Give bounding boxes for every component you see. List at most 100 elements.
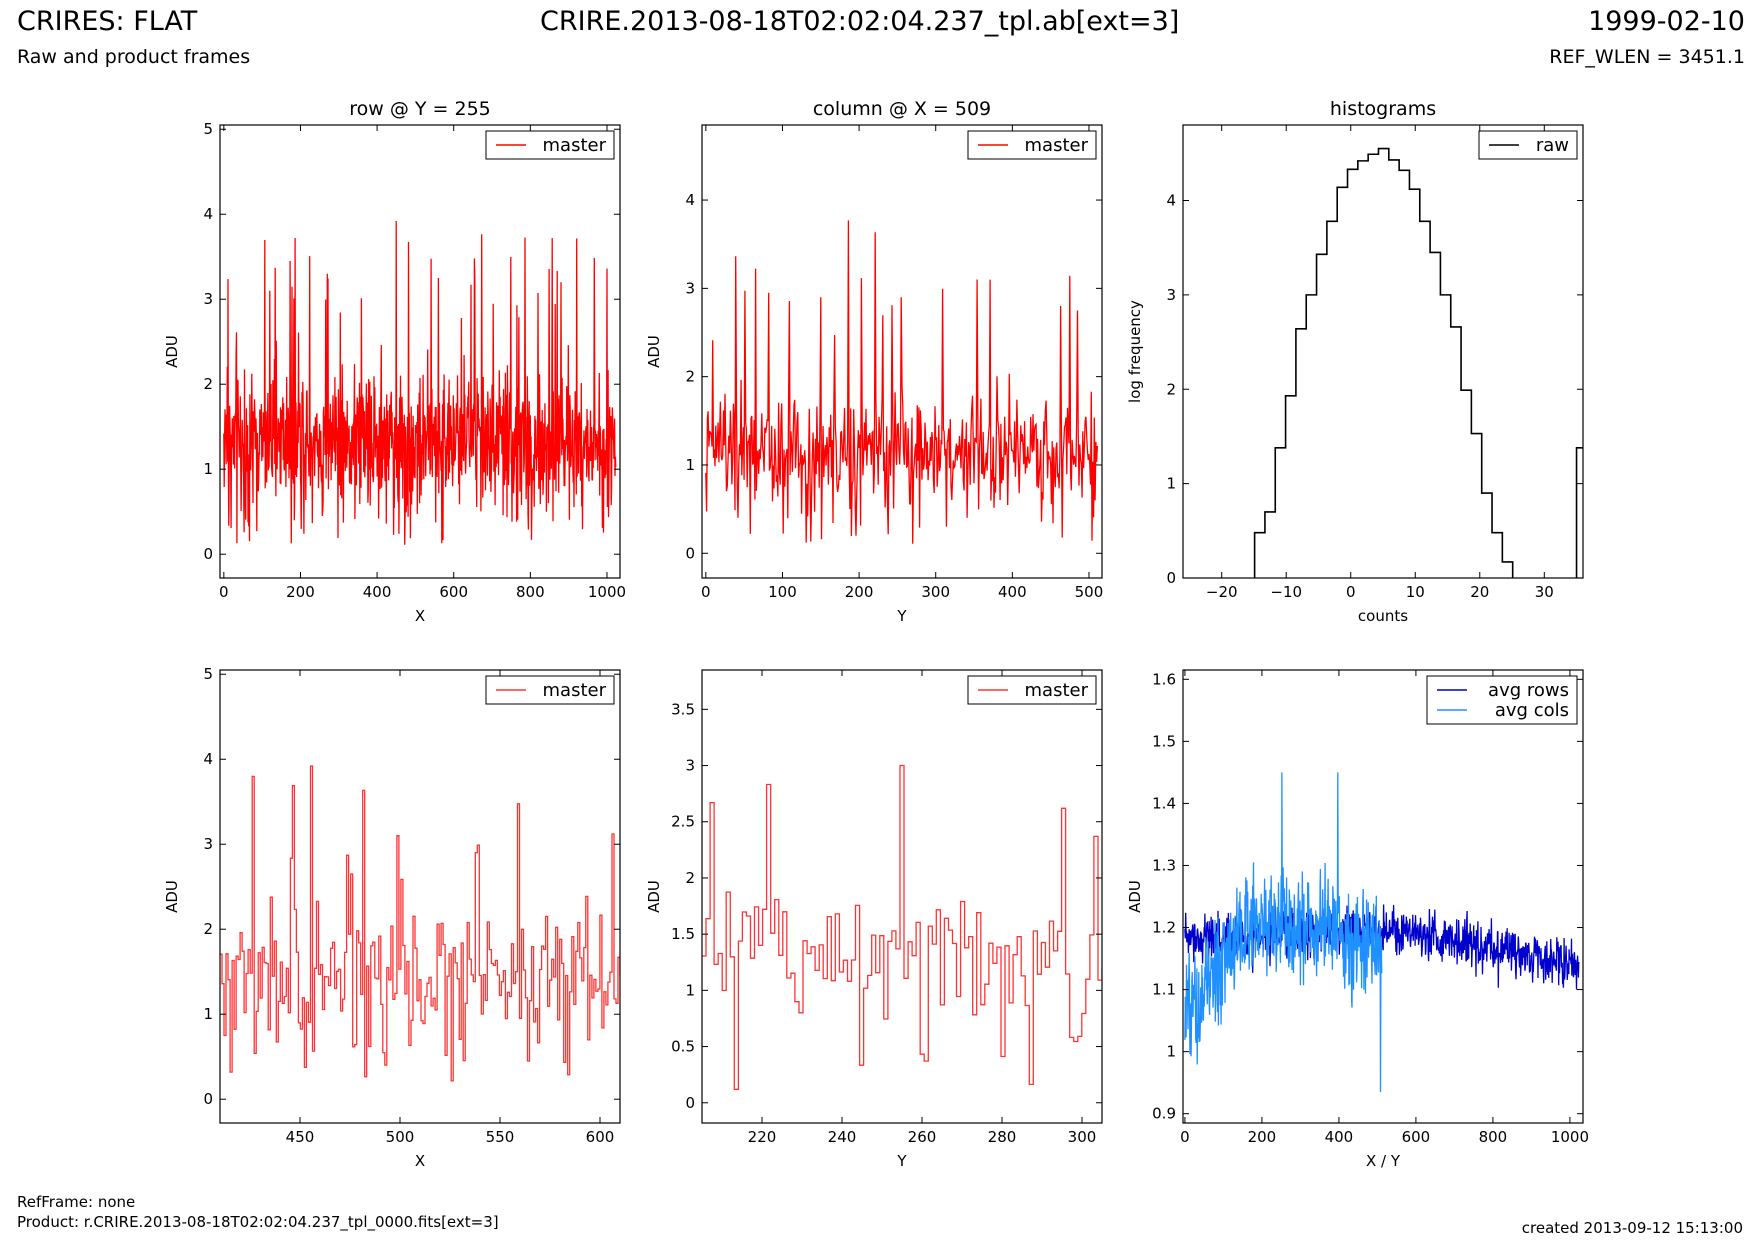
series-line-1: [223, 220, 617, 545]
y-tick-label: 1.2: [1152, 919, 1176, 937]
plot-frame: [219, 669, 621, 1124]
y-tick-label: 1.1: [1152, 981, 1176, 999]
observation-date: 1999-02-10: [1588, 6, 1745, 37]
x-axis-label: X: [415, 607, 425, 625]
x-tick-label: 260: [908, 1128, 937, 1146]
x-tick-label: 240: [828, 1128, 857, 1146]
y-tick-label: 1.5: [671, 925, 695, 943]
chart-title: histograms: [1330, 98, 1436, 120]
y-tick-label: 2: [203, 375, 213, 393]
x-tick-label: 300: [1068, 1128, 1097, 1146]
y-axis-label: ADU: [163, 880, 181, 913]
y-tick-label: 2.5: [671, 813, 695, 831]
legend-label: raw: [1536, 135, 1569, 156]
y-tick-label: 2: [685, 869, 695, 887]
x-tick-label: 600: [439, 583, 468, 601]
y-tick-label: 0.5: [671, 1038, 695, 1056]
x-tick-label: 600: [1402, 1128, 1431, 1146]
series-line-1: [705, 220, 1099, 544]
y-tick-label: 4: [1166, 192, 1176, 210]
x-tick-label: 10: [1406, 583, 1425, 601]
created-timestamp: created 2013-09-12 15:13:00: [1521, 1219, 1743, 1237]
report-subtitle: Raw and product frames: [17, 46, 251, 68]
x-tick-label: 1000: [588, 583, 626, 601]
y-tick-label: 3: [685, 757, 695, 775]
legend-label: master: [1025, 135, 1089, 156]
x-tick-label: 600: [586, 1128, 615, 1146]
legend-label: avg rows: [1488, 680, 1569, 701]
legend: master: [485, 130, 615, 160]
x-tick-label: 0: [1346, 583, 1356, 601]
x-tick-label: 450: [286, 1128, 315, 1146]
chart-panel-3: −20 −10 0 10 20 30 0 1 2 3 4 histograms counts log fr…: [1126, 98, 1584, 625]
y-axis-label: ADU: [645, 335, 663, 368]
y-tick-label: 2: [203, 920, 213, 938]
plot-frame: [701, 669, 1103, 1124]
chart-panel-1: 0 200 400 600 800 1000 0 1 2 3 4 5 row @ Y = 255 X ADU…: [163, 98, 626, 625]
legend: master: [485, 675, 615, 705]
x-tick-label: 0: [1180, 1128, 1190, 1146]
chart-panel-6: 0 200 400 600 800 1000 0.9 1 1.1 1.2 1.3 1.4 1.5 1.6 X…: [1126, 669, 1589, 1170]
chart-panel-4: 450 500 550 600 0 1 2 3 4 5 X ADU master: [163, 665, 621, 1170]
refframe-label: RefFrame: none: [17, 1193, 136, 1211]
x-tick-label: −20: [1206, 583, 1238, 601]
y-tick-label: 3: [1166, 286, 1176, 304]
y-tick-label: 0: [685, 544, 695, 562]
y-tick-label: 3: [685, 279, 695, 297]
y-tick-label: 1: [1166, 1043, 1176, 1061]
y-tick-label: 2: [685, 368, 695, 386]
x-tick-label: 400: [363, 583, 392, 601]
y-tick-label: 0: [1166, 569, 1176, 587]
legend: master: [967, 130, 1097, 160]
legend-label: master: [1025, 680, 1089, 701]
x-tick-label: 500: [1075, 583, 1104, 601]
x-tick-label: 0: [219, 583, 229, 601]
y-tick-label: 1: [203, 460, 213, 478]
x-tick-label: 200: [1248, 1128, 1277, 1146]
y-axis-label: ADU: [1126, 880, 1144, 913]
y-tick-label: 0.9: [1152, 1105, 1176, 1123]
x-tick-label: 200: [286, 583, 315, 601]
product-label: Product: r.CRIRE.2013-08-18T02:02:04.237…: [17, 1213, 499, 1231]
ref-wavelength: REF_WLEN = 3451.1: [1549, 46, 1745, 68]
y-tick-label: 0: [203, 1090, 213, 1108]
y-tick-label: 0: [203, 545, 213, 563]
chart-title: column @ X = 509: [813, 98, 991, 120]
y-tick-label: 1: [685, 456, 695, 474]
y-tick-label: 3: [203, 290, 213, 308]
y-tick-label: 3: [203, 835, 213, 853]
plot-frame: [1182, 669, 1584, 1124]
x-tick-label: 30: [1535, 583, 1554, 601]
y-tick-label: 5: [203, 120, 213, 138]
y-tick-label: 1: [1166, 475, 1176, 493]
x-tick-label: 800: [1479, 1128, 1508, 1146]
x-tick-label: 200: [845, 583, 874, 601]
x-tick-label: 100: [768, 583, 797, 601]
x-tick-label: 400: [1325, 1128, 1354, 1146]
legend: raw: [1478, 130, 1578, 160]
y-tick-label: 1.3: [1152, 856, 1176, 874]
y-tick-label: 1: [203, 1005, 213, 1023]
x-tick-label: 280: [988, 1128, 1017, 1146]
y-tick-label: 4: [203, 205, 213, 223]
y-tick-label: 4: [685, 191, 695, 209]
x-axis-label: Y: [896, 1152, 907, 1170]
plot-frame: [1182, 124, 1584, 579]
chart-title: row @ Y = 255: [349, 98, 491, 120]
x-tick-label: 550: [486, 1128, 515, 1146]
chart-panel-5: 220 240 260 280 300 0 0.5 1 1.5 2 2.5 3 3.5 Y ADU maste…: [645, 669, 1103, 1170]
x-tick-label: 400: [998, 583, 1027, 601]
y-tick-label: 1: [685, 981, 695, 999]
plot-frame: [219, 124, 621, 579]
x-axis-label: X / Y: [1366, 1152, 1401, 1170]
x-tick-label: 300: [921, 583, 950, 601]
x-tick-label: −10: [1270, 583, 1302, 601]
plot-frame: [701, 124, 1103, 579]
x-axis-label: X: [415, 1152, 425, 1170]
series-line-1: [220, 765, 620, 1082]
x-axis-label: counts: [1358, 607, 1408, 625]
series-line-2: [1184, 772, 1383, 1093]
x-tick-label: 800: [516, 583, 545, 601]
y-axis-label: log frequency: [1126, 300, 1144, 403]
